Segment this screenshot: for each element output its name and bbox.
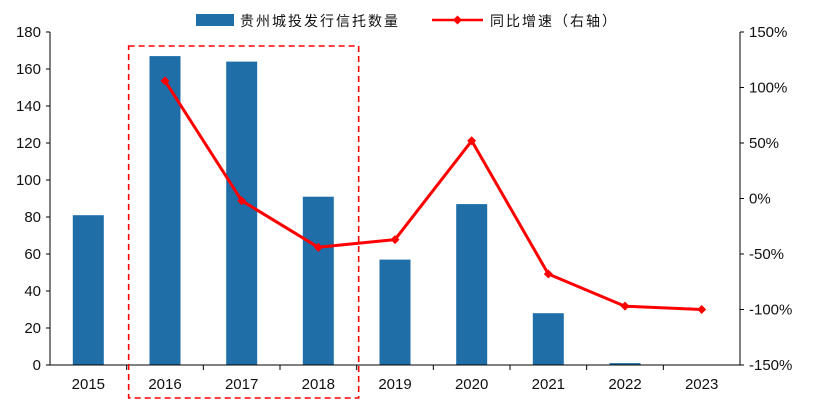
- series-line-growth: [163, 79, 702, 311]
- legend: 贵州城投发行信托数量 同比增速（右轴）: [196, 14, 618, 30]
- bar-2017: [226, 61, 258, 365]
- y-left-tick-label: 100: [16, 172, 41, 189]
- y-right-tick-label: -150%: [749, 357, 792, 374]
- x-tick-label-2021: 2021: [532, 376, 565, 393]
- bar-2018: [302, 196, 334, 365]
- y-right-tick-label: 100%: [749, 80, 787, 97]
- x-tick-label-2017: 2017: [225, 376, 258, 393]
- x-tick-label-2019: 2019: [378, 376, 411, 393]
- line-point-2020: [467, 136, 477, 146]
- highlight-box: [127, 45, 360, 399]
- y-left-tick-label: 160: [16, 61, 41, 78]
- line-point-2019: [390, 235, 400, 245]
- bar-2020: [456, 204, 488, 365]
- x-tick-label-2015: 2015: [72, 376, 105, 393]
- y-left-tick-label: 60: [24, 246, 41, 263]
- plot-area: 0 20 40 60 80 100 120 140 160 180 -150% -100% -50% 0%…: [16, 24, 792, 399]
- y-right-tick-label: 150%: [749, 24, 787, 41]
- legend-label-line: 同比增速（右轴）: [490, 14, 618, 30]
- legend-swatch-marker: [453, 15, 462, 25]
- line-point-2016: [160, 76, 170, 86]
- y-left-tick-label: 120: [16, 135, 41, 152]
- y-left-tick-label: 80: [24, 209, 41, 226]
- bar-2022: [609, 363, 641, 365]
- y-right-tick-label: -50%: [749, 246, 784, 263]
- x-tick-label-2018: 2018: [302, 376, 335, 393]
- y-left-tick-label: 20: [24, 320, 41, 337]
- line-point-2018: [313, 242, 323, 252]
- y-left-tick-label: 0: [33, 357, 41, 374]
- y-right-tick-label: -100%: [749, 302, 792, 319]
- legend-label-bar: 贵州城投发行信托数量: [240, 14, 400, 30]
- x-tick-label-2020: 2020: [455, 376, 488, 393]
- line-point-2017: [237, 196, 247, 206]
- line-point-2022: [620, 301, 630, 311]
- bar-2015: [72, 215, 104, 365]
- bar-2019: [379, 259, 411, 365]
- line-point-2021: [543, 269, 553, 279]
- y-right-tick-label: 50%: [749, 135, 779, 152]
- y-left-tick-label: 140: [16, 98, 41, 115]
- x-tick-label-2023: 2023: [685, 376, 718, 393]
- x-tick-label-2022: 2022: [608, 376, 641, 393]
- bar-2016: [149, 56, 181, 365]
- y-right-tick-label: 0%: [749, 191, 771, 208]
- y-left-tick-label: 40: [24, 283, 41, 300]
- line-point-2023: [697, 305, 707, 314]
- y-left-tick-label: 180: [16, 24, 41, 41]
- x-tick-label-2016: 2016: [148, 376, 181, 393]
- bar-2021: [532, 313, 564, 365]
- legend-swatch-bar: [196, 14, 234, 26]
